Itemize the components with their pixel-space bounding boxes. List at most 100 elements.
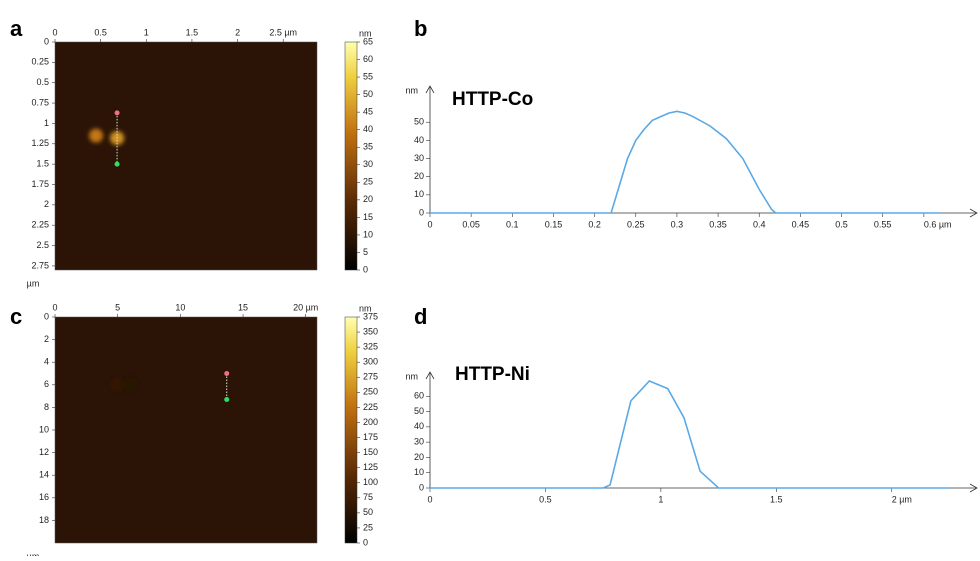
y-tick-label: 0	[44, 36, 49, 46]
y-tick-label: 10	[414, 189, 424, 199]
x-tick-label: 0.5	[835, 219, 848, 229]
y-tick-label: 40	[414, 135, 424, 145]
y-axis-label: nm	[405, 85, 418, 95]
y-tick-label: 60	[414, 391, 424, 401]
colorbar-tick-label: 65	[363, 36, 373, 46]
colorbar-tick-label: 75	[363, 492, 373, 502]
colorbar-tick-label: 175	[363, 432, 378, 442]
x-tick-label: 5	[115, 302, 120, 312]
chart-title: HTTP-Co	[452, 89, 533, 110]
colorbar-tick-label: 325	[363, 342, 378, 352]
colorbar	[344, 41, 358, 271]
profile-start	[224, 371, 230, 376]
y-tick-label: 10	[414, 467, 424, 477]
colorbar-tick-label: 0	[363, 537, 368, 547]
colorbar-tick-label: 25	[363, 522, 373, 532]
y-unit: µm	[27, 551, 40, 556]
colorbar-tick-label: 350	[363, 326, 378, 336]
colorbar-tick-label: 30	[363, 159, 373, 169]
colorbar-tick-label: 35	[363, 142, 373, 152]
y-axis-arrow	[425, 85, 435, 94]
y-unit: µm	[27, 278, 40, 288]
y-tick-label: 2	[44, 199, 49, 209]
x-tick-label: 2.5 µm	[269, 27, 297, 37]
y-tick-label: 0.25	[31, 57, 49, 67]
x-axis-arrow	[969, 208, 978, 218]
x-tick-label: 10	[175, 302, 185, 312]
x-tick-label: 0.3	[671, 219, 684, 229]
y-tick-label: 0.5	[36, 77, 49, 87]
colorbar-tick-label: 15	[363, 212, 373, 222]
x-tick-label: 0	[52, 27, 57, 37]
colorbar-tick-label: 275	[363, 372, 378, 382]
colorbar-tick-label: 225	[363, 402, 378, 412]
y-tick-label: 1.5	[36, 159, 49, 169]
colorbar-tick-label: 0	[363, 264, 368, 274]
afm-image	[54, 316, 318, 544]
panel-label: a	[10, 16, 23, 41]
colorbar-tick-label: 200	[363, 417, 378, 427]
x-axis-arrow	[969, 483, 978, 493]
y-tick-label: 10	[39, 424, 49, 434]
y-tick-label: 40	[414, 421, 424, 431]
profile-end	[114, 161, 120, 167]
colorbar-tick-label: 10	[363, 229, 373, 239]
panel-label: c	[10, 304, 22, 329]
y-tick-label: 2	[44, 334, 49, 344]
y-tick-label: 6	[44, 379, 49, 389]
x-tick-label: 20 µm	[293, 302, 318, 312]
x-tick-label: 0.25	[627, 219, 645, 229]
chart-title: HTTP-Ni	[455, 364, 530, 385]
colorbar-label: nm	[359, 303, 372, 313]
x-tick-label: 0.1	[506, 219, 519, 229]
y-tick-label: 50	[414, 117, 424, 127]
x-tick-label: 0	[427, 219, 432, 229]
colorbar-tick-label: 375	[363, 311, 378, 321]
profile-curve	[430, 380, 950, 489]
x-tick-label: 2 µm	[892, 494, 912, 504]
x-tick-label: 1.5	[186, 27, 199, 37]
y-tick-label: 30	[414, 153, 424, 163]
x-tick-label: 1	[144, 27, 149, 37]
x-tick-label: 0	[427, 494, 432, 504]
surface-feature	[89, 128, 104, 143]
y-tick-label: 1	[44, 118, 49, 128]
colorbar-tick-label: 45	[363, 107, 373, 117]
colorbar-tick-label: 5	[363, 247, 368, 257]
y-tick-label: 20	[414, 452, 424, 462]
y-axis-arrow	[425, 371, 435, 380]
y-tick-label: 20	[414, 171, 424, 181]
colorbar-tick-label: 50	[363, 89, 373, 99]
y-tick-label: 2.5	[36, 240, 49, 250]
colorbar-tick-label: 250	[363, 387, 378, 397]
x-tick-label: 1.5	[770, 494, 783, 504]
x-tick-label: 0.5	[539, 494, 552, 504]
y-tick-label: 1.75	[31, 179, 49, 189]
panel-label: d	[414, 304, 427, 329]
y-tick-label: 14	[39, 470, 49, 480]
panel-label: b	[414, 16, 427, 41]
x-tick-label: 0.05	[462, 219, 480, 229]
surface-feature	[123, 377, 138, 392]
y-tick-label: 18	[39, 515, 49, 525]
colorbar-tick-label: 25	[363, 177, 373, 187]
x-tick-label: 0.6 µm	[924, 219, 952, 229]
y-tick-label: 30	[414, 437, 424, 447]
y-tick-label: 1.25	[31, 138, 49, 148]
colorbar-tick-label: 125	[363, 462, 378, 472]
y-tick-label: 4	[44, 357, 49, 367]
x-tick-label: 0.15	[545, 219, 563, 229]
surface-feature	[110, 377, 125, 392]
y-tick-label: 0	[419, 482, 424, 492]
x-tick-label: 0.35	[709, 219, 727, 229]
y-tick-label: 0.75	[31, 97, 49, 107]
colorbar-tick-label: 150	[363, 447, 378, 457]
y-tick-label: 50	[414, 406, 424, 416]
colorbar-tick-label: 60	[363, 54, 373, 64]
colorbar-tick-label: 50	[363, 507, 373, 517]
y-axis-label: nm	[405, 371, 418, 381]
colorbar	[344, 316, 358, 544]
x-tick-label: 1	[658, 494, 663, 504]
